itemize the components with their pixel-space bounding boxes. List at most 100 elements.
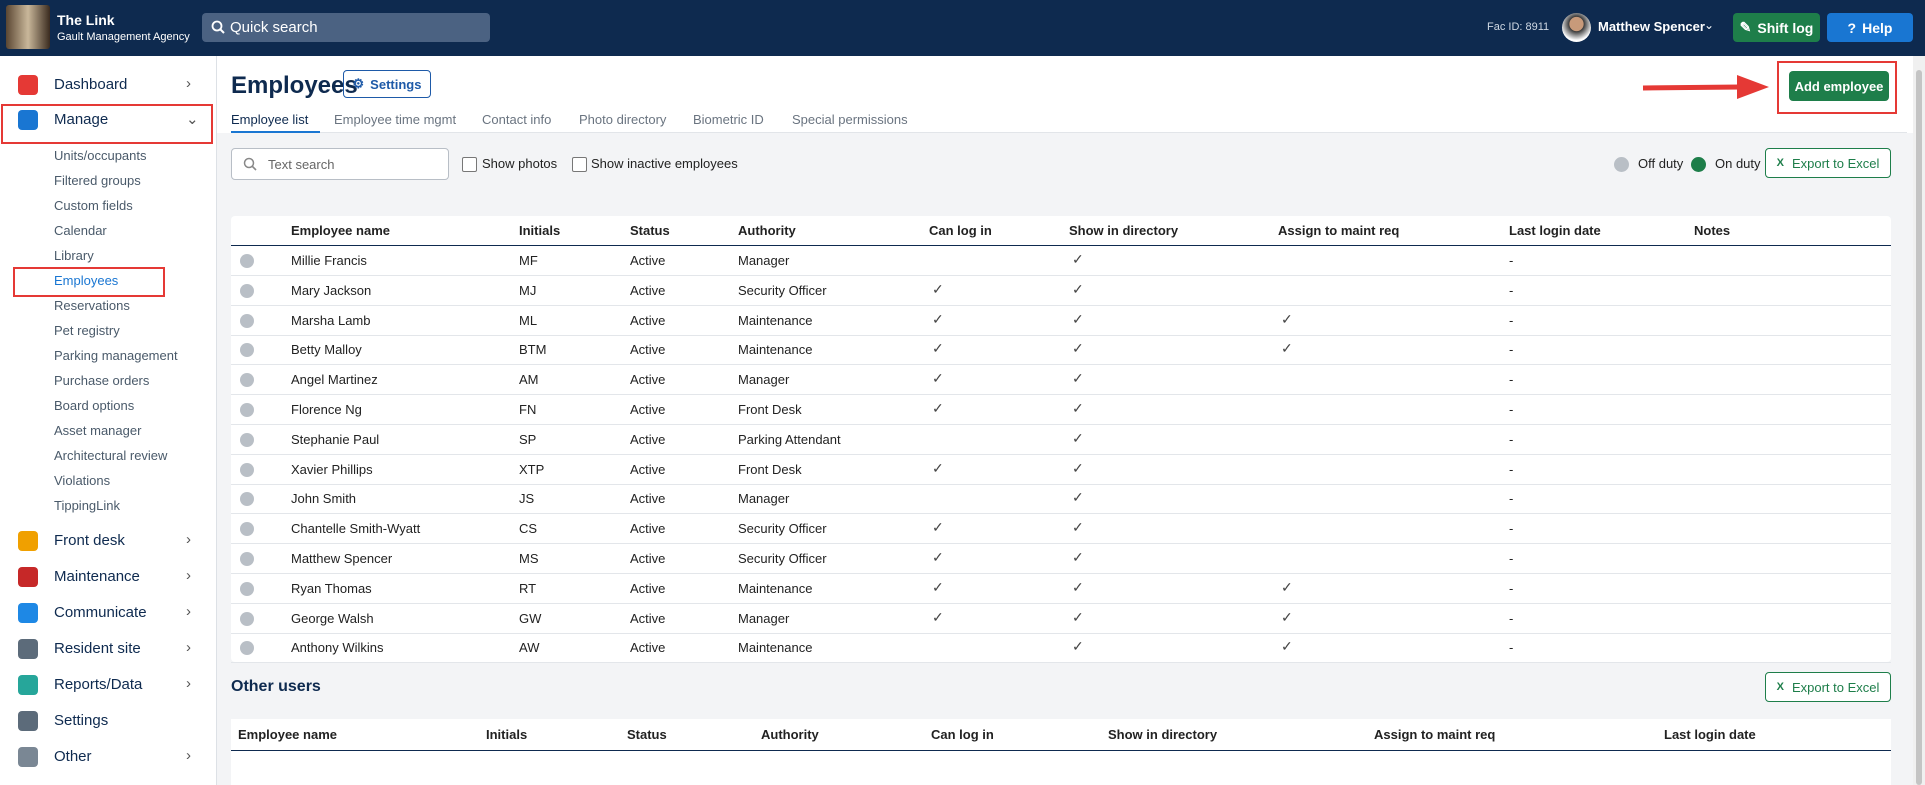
nav-item[interactable]: Other [54,748,92,765]
sub-nav-item[interactable]: Units/occupants [54,148,147,163]
column-header[interactable]: Authority [761,727,819,742]
employee-table: Employee name Initials Status Authority Can … [231,216,1891,664]
table-row[interactable]: John Smith JS Active Manager ✓ - [231,484,1891,515]
column-header[interactable]: Last login date [1509,223,1601,238]
sub-nav-item[interactable]: Purchase orders [54,373,150,388]
help-button[interactable]: ? Help [1827,13,1913,42]
tab-bar: Employee list Employee time mgmt Contact i… [231,110,1907,133]
sub-nav-item[interactable]: Asset manager [54,423,142,438]
column-header[interactable]: Employee name [238,727,337,742]
column-header[interactable]: Last login date [1664,727,1756,742]
column-header[interactable]: Employee name [291,223,390,238]
cell: MF [519,253,538,268]
cell: Active [630,372,666,388]
sub-nav-item[interactable]: Architectural review [54,448,168,463]
text-search-placeholder: Text search [268,157,335,172]
settings-button[interactable]: ⚙ Settings [343,70,431,98]
check-icon: ✓ [1281,608,1293,625]
table-row[interactable]: Mary Jackson MJ Active Security Officer ✓ ✓ - [231,276,1891,306]
sub-nav-item[interactable]: TippingLink [54,498,121,513]
sub-nav-item[interactable]: Reservations [54,298,130,313]
nav-item[interactable]: Reports/Data [54,676,143,693]
column-header[interactable]: Status [627,727,667,742]
sub-nav-item[interactable]: Custom fields [54,198,133,213]
nav-item[interactable]: Manage [54,111,109,128]
table-row[interactable]: Millie Francis MF Active Manager ✓ - [231,246,1891,276]
agency-name: Gault Management Agency [57,31,190,43]
nav-item[interactable]: Maintenance [54,568,140,585]
column-header[interactable]: Initials [519,223,561,238]
cell: Mary Jackson [291,282,372,298]
search-placeholder: Quick search [230,19,318,36]
table-row[interactable]: Xavier Phillips XTP Active Front Desk ✓ ✓ - [231,455,1891,485]
table-row[interactable]: Ryan Thomas RT Active Maintenance ✓ ✓ ✓ - [231,574,1891,604]
text-search-input[interactable]: Text search [231,148,449,180]
sub-nav-item[interactable]: Board options [54,398,135,413]
column-header[interactable]: Assign to maint req [1374,727,1496,742]
export-button[interactable]: X Export to Excel [1765,148,1891,178]
sub-nav-item[interactable]: Calendar [54,223,107,238]
table-row[interactable]: Matthew Spencer MS Active Security Officer ✓… [231,544,1891,574]
check-icon: ✓ [1072,519,1084,536]
sub-nav-item[interactable]: Library [54,248,94,263]
nav-item[interactable]: Front desk [54,532,125,549]
show-inactive-checkbox[interactable] [572,157,587,172]
search-icon [211,20,225,34]
table-row[interactable]: Chantelle Smith-Wyatt CS Active Security Of… [231,514,1891,545]
tab[interactable]: Contact info [482,112,552,127]
table-row[interactable]: Stephanie Paul SP Active Parking Attendant ✓… [231,425,1891,455]
column-header[interactable]: Show in directory [1108,727,1218,742]
settings-label: Settings [370,76,422,92]
tab[interactable]: Special permissions [792,112,908,127]
table-row[interactable]: George Walsh GW Active Manager ✓ ✓ ✓ - [231,604,1891,634]
sub-nav-item[interactable]: Filtered groups [54,173,141,188]
sub-nav-item[interactable]: Parking management [54,348,178,363]
cell: - [1509,282,1514,298]
column-header[interactable]: Assign to maint req [1278,223,1400,238]
tab[interactable]: Employee list [231,112,321,133]
nav-item[interactable]: Communicate [54,604,147,621]
table-row[interactable]: Anthony Wilkins AW Active Maintenance ✓ ✓ - [231,633,1891,664]
check-icon: ✓ [932,340,944,357]
cell: GW [519,610,542,626]
header-rule [231,750,1891,751]
cell: Ryan Thomas [291,580,372,596]
sub-nav-item[interactable]: Pet registry [54,323,120,338]
table-row[interactable]: Marsha Lamb ML Active Maintenance ✓ ✓ ✓ - [231,306,1891,336]
column-header[interactable]: Can log in [931,727,994,742]
scrollbar[interactable] [1913,56,1925,785]
nav-chevron: › [186,531,191,548]
tab[interactable]: Employee time mgmt [334,112,457,127]
sub-nav-item[interactable]: Employees [54,273,119,288]
column-header[interactable]: Authority [738,223,796,238]
user-name[interactable]: Matthew Spencer [1598,19,1705,34]
tab[interactable]: Photo directory [579,112,667,127]
add-employee-button[interactable]: Add employee [1789,71,1889,101]
show-photos-checkbox[interactable] [462,157,477,172]
column-header[interactable]: Status [630,223,670,238]
column-header[interactable]: Notes [1694,223,1731,238]
shift-log-button[interactable]: ✎ Shift log [1733,13,1820,42]
cell: Manager [738,610,790,626]
sub-nav-item[interactable]: Violations [54,473,111,488]
nav-item[interactable]: Settings [54,712,109,729]
table-row[interactable]: Florence Ng FN Active Front Desk ✓ ✓ - [231,395,1891,425]
other-export-button[interactable]: X Export to Excel [1765,672,1891,702]
table-row[interactable]: Betty Malloy BTM Active Maintenance ✓ ✓ ✓ - [231,335,1891,366]
avatar[interactable] [1562,13,1591,42]
column-header[interactable]: Initials [486,727,528,742]
cell: AM [519,372,539,388]
status-dot [240,581,254,596]
cell: Florence Ng [291,402,362,417]
tab[interactable]: Biometric ID [693,112,764,127]
search-box[interactable]: Quick search [202,13,490,42]
column-header[interactable]: Can log in [929,223,992,238]
nav-item[interactable]: Dashboard [54,76,128,93]
scrollbar-thumb[interactable] [1916,70,1922,785]
column-header[interactable]: Show in directory [1069,223,1179,238]
table-row[interactable]: Angel Martinez AM Active Manager ✓ ✓ - [231,365,1891,396]
check-icon: ✓ [1281,638,1293,655]
nav-icon [18,531,38,551]
check-icon: ✓ [1281,310,1293,327]
nav-item[interactable]: Resident site [54,640,141,657]
